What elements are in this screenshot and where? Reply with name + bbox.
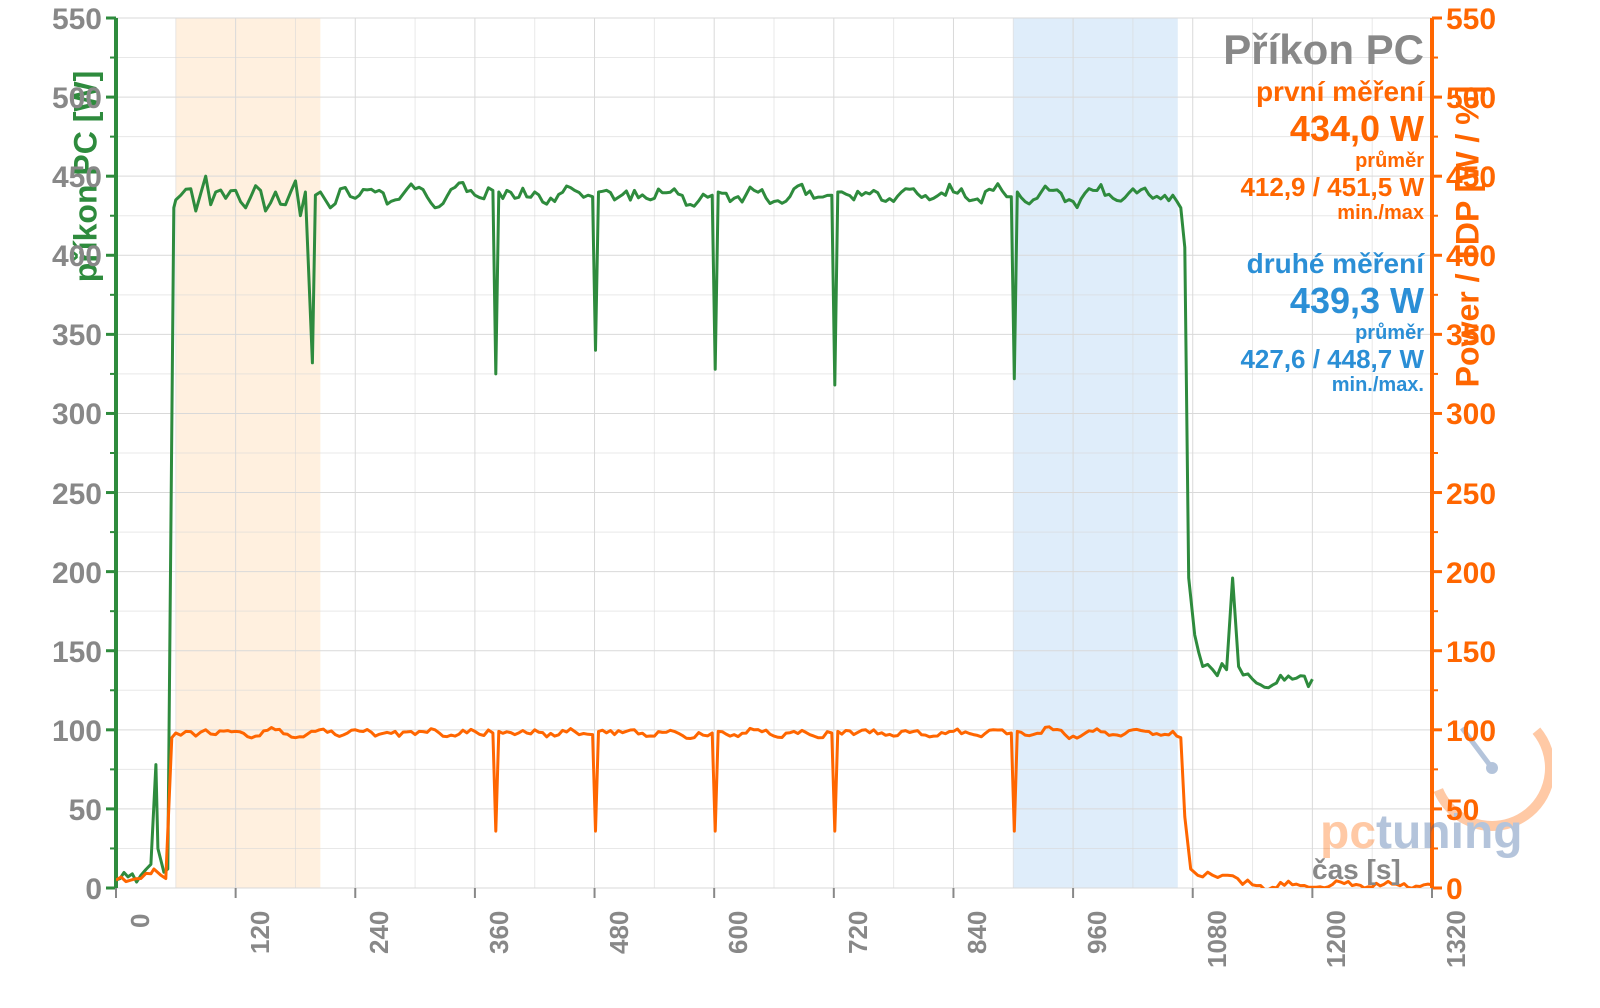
y-left-tick-label: 450 — [52, 161, 102, 195]
y-right-tick-label: 0 — [1446, 873, 1463, 907]
y-right-tick-label: 450 — [1446, 161, 1496, 195]
chart-title: Příkon PC — [1223, 26, 1424, 74]
y-right-tick-label: 250 — [1446, 478, 1496, 512]
y-left-tick-label: 400 — [52, 240, 102, 274]
stat1-label: první měření — [1240, 76, 1424, 108]
y-right-tick-label: 550 — [1446, 3, 1496, 37]
x-tick-label: 1080 — [1202, 910, 1233, 968]
chart-container: Příkon PC příkon PC [W] Power / TDP [W /… — [0, 0, 1600, 1008]
x-tick-label: 1200 — [1321, 910, 1352, 968]
stat2-sub: průměr — [1240, 322, 1424, 345]
x-tick-label: 480 — [604, 911, 635, 954]
x-tick-label: 360 — [484, 911, 515, 954]
y-right-tick-label: 200 — [1446, 557, 1496, 591]
stat-measurement-1: první měření 434,0 W průměr 412,9 / 451,… — [1240, 76, 1424, 225]
stat2-minmax: 427,6 / 448,7 W — [1240, 345, 1424, 375]
stat2-label: druhé měření — [1240, 248, 1424, 280]
y-left-tick-label: 0 — [85, 873, 102, 907]
y-right-tick-label: 100 — [1446, 715, 1496, 749]
stat1-value: 434,0 W — [1240, 108, 1424, 149]
stat2-value: 439,3 W — [1240, 280, 1424, 321]
x-tick-label: 1320 — [1441, 910, 1472, 968]
y-right-tick-label: 150 — [1446, 636, 1496, 670]
x-tick-label: 0 — [125, 914, 156, 928]
x-tick-label: 120 — [245, 911, 276, 954]
stat1-minmaxsub: min./max — [1240, 202, 1424, 225]
y-left-tick-label: 200 — [52, 557, 102, 591]
y-left-tick-label: 300 — [52, 398, 102, 432]
x-tick-label: 840 — [962, 911, 993, 954]
y-left-tick-label: 500 — [52, 82, 102, 116]
stat1-minmax: 412,9 / 451,5 W — [1240, 173, 1424, 203]
y-right-tick-label: 500 — [1446, 82, 1496, 116]
y-left-tick-label: 550 — [52, 3, 102, 37]
y-right-tick-label: 350 — [1446, 319, 1496, 353]
stat2-minmaxsub: min./max. — [1240, 374, 1424, 397]
x-tick-label: 600 — [723, 911, 754, 954]
stat1-sub: průměr — [1240, 150, 1424, 173]
stat-measurement-2: druhé měření 439,3 W průměr 427,6 / 448,… — [1240, 248, 1424, 397]
svg-text:pc: pc — [1320, 806, 1376, 859]
x-tick-label: 720 — [843, 911, 874, 954]
y-left-tick-label: 100 — [52, 715, 102, 749]
x-tick-label: 240 — [364, 911, 395, 954]
x-tick-label: 960 — [1082, 911, 1113, 954]
y-left-tick-label: 350 — [52, 319, 102, 353]
watermark-pctuning: pc tuning — [1312, 698, 1552, 878]
y-right-tick-label: 400 — [1446, 240, 1496, 274]
y-left-tick-label: 150 — [52, 636, 102, 670]
y-left-tick-label: 250 — [52, 478, 102, 512]
y-right-tick-label: 50 — [1446, 794, 1479, 828]
y-right-tick-label: 300 — [1446, 398, 1496, 432]
y-left-tick-label: 50 — [69, 794, 102, 828]
